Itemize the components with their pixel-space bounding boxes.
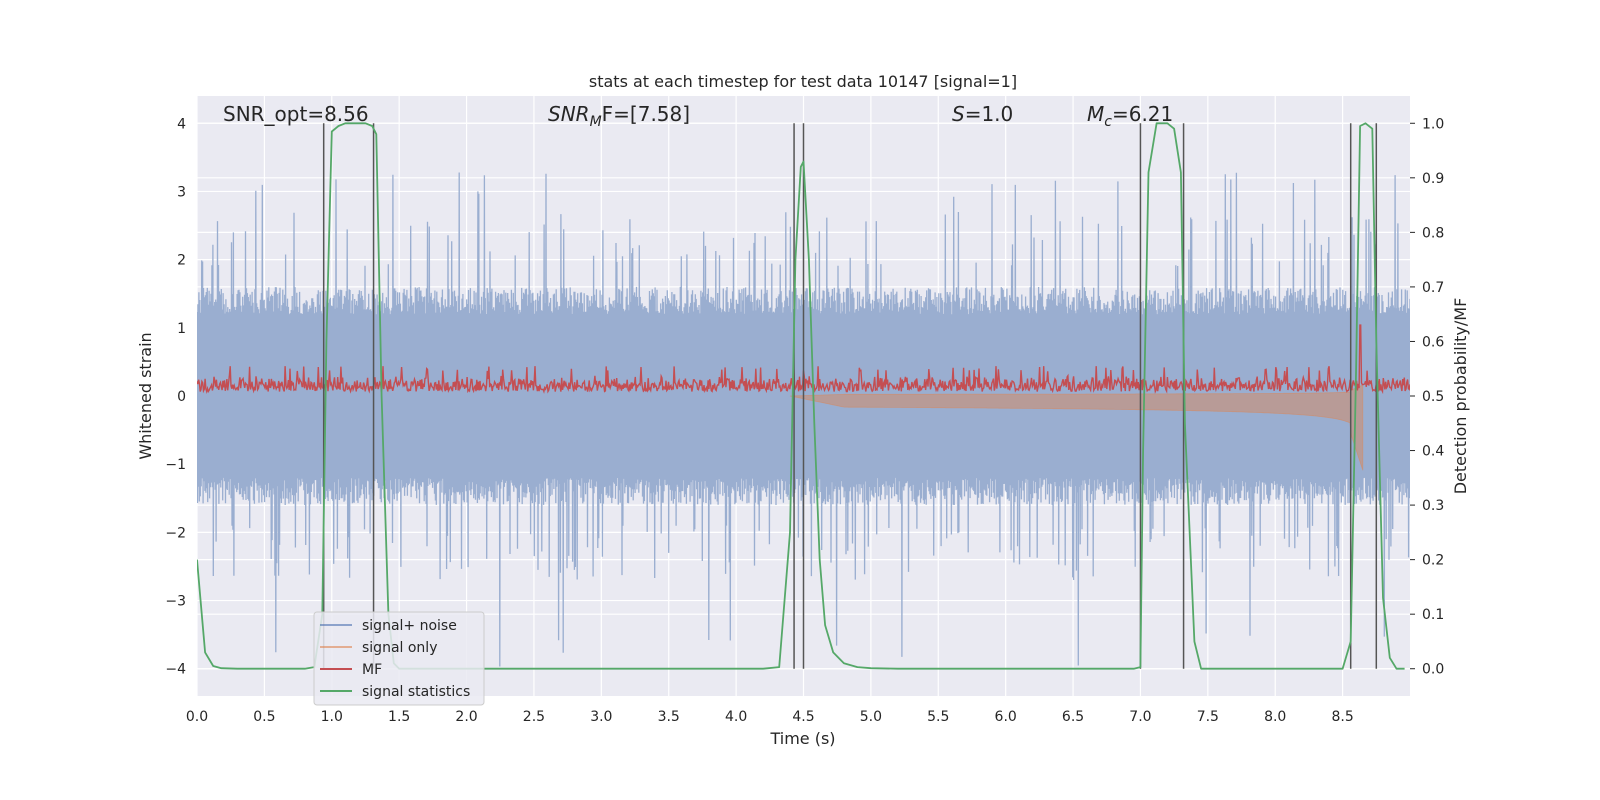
y2-tick-label: 0.8 bbox=[1422, 225, 1444, 241]
legend-label-signal: signal only bbox=[362, 640, 437, 656]
x-tick-label: 8.5 bbox=[1331, 709, 1353, 725]
y-tick-label: 1 bbox=[177, 321, 186, 337]
x-tick-label: 0.0 bbox=[186, 709, 208, 725]
y2-tick-label: 0.0 bbox=[1422, 662, 1444, 678]
vertical-markers bbox=[322, 123, 1378, 669]
series-signal-only bbox=[789, 384, 1364, 471]
y-tick-label: −4 bbox=[165, 662, 186, 678]
s-annotation: S=1.0 bbox=[952, 102, 1013, 126]
snr-mf-name: SNR bbox=[548, 102, 590, 126]
x-tick-label: 8.0 bbox=[1264, 709, 1286, 725]
legend: signal+ noise signal only MF signal stat… bbox=[313, 611, 485, 706]
y-tick-label: 3 bbox=[177, 184, 186, 200]
mc-name: M bbox=[1087, 102, 1104, 126]
y2-tick-label: 0.5 bbox=[1422, 389, 1444, 405]
y-tick-label: 0 bbox=[177, 389, 186, 405]
x-tick-label: 6.5 bbox=[1062, 709, 1084, 725]
x-axis-ticks: 0.0 0.5 1.0 1.5 2.0 2.5 3.0 3.5 4.0 4.5 5.0 5.5 6.0 6… bbox=[186, 709, 1354, 725]
chart-title: stats at each timestep for test data 101… bbox=[589, 72, 1017, 91]
y2-tick-label: 1.0 bbox=[1422, 116, 1444, 132]
x-tick-label: 7.5 bbox=[1197, 709, 1219, 725]
x-tick-label: 1.5 bbox=[388, 709, 410, 725]
y-axis-ticks: −4 −3 −2 −1 0 1 2 3 4 bbox=[165, 116, 186, 677]
s-value: =1.0 bbox=[965, 102, 1014, 126]
x-tick-label: 4.0 bbox=[725, 709, 747, 725]
x-tick-label: 6.0 bbox=[995, 709, 1017, 725]
y2-tick-label: 0.9 bbox=[1422, 171, 1444, 187]
y2-tick-label: 0.1 bbox=[1422, 607, 1444, 623]
legend-label-stats: signal statistics bbox=[362, 684, 470, 700]
series-signal-statistics bbox=[197, 122, 1405, 670]
mc-annotation: Mc=6.21 bbox=[1087, 102, 1173, 130]
mc-subscript: c bbox=[1104, 114, 1112, 130]
mc-value: =6.21 bbox=[1112, 102, 1173, 126]
y2-axis-ticks: 0.0 0.1 0.2 0.3 0.4 0.5 0.6 0.7 0.8 0.9 1.0 bbox=[1410, 116, 1444, 678]
x-tick-label: 5.5 bbox=[927, 709, 949, 725]
y2-tick-label: 0.4 bbox=[1422, 444, 1444, 460]
y-axis-label: Whitened strain bbox=[136, 332, 155, 459]
y2-axis-label: Detection probability/MF bbox=[1451, 298, 1470, 495]
x-tick-label: 0.5 bbox=[253, 709, 275, 725]
y2-tick-label: 0.6 bbox=[1422, 334, 1444, 350]
x-axis-label: Time (s) bbox=[769, 729, 835, 748]
snr-mf-value: F=[7.58] bbox=[602, 102, 690, 126]
y-tick-label: 2 bbox=[177, 253, 186, 269]
y-tick-label: −2 bbox=[165, 525, 186, 541]
x-tick-label: 2.0 bbox=[455, 709, 477, 725]
y2-tick-label: 0.7 bbox=[1422, 280, 1444, 296]
x-tick-label: 5.0 bbox=[860, 709, 882, 725]
x-tick-label: 3.0 bbox=[590, 709, 612, 725]
y2-tick-label: 0.3 bbox=[1422, 498, 1444, 514]
s-name: S bbox=[952, 102, 965, 126]
x-tick-label: 4.5 bbox=[792, 709, 814, 725]
x-tick-label: 7.0 bbox=[1129, 709, 1151, 725]
y2-tick-label: 0.2 bbox=[1422, 553, 1444, 569]
snr-opt-annotation: SNR_opt=8.56 bbox=[223, 102, 369, 126]
x-tick-label: 1.0 bbox=[321, 709, 343, 725]
legend-box bbox=[313, 611, 485, 706]
legend-label-noise: signal+ noise bbox=[362, 618, 457, 634]
legend-label-mf: MF bbox=[362, 662, 382, 678]
snr-mf-subscript: M bbox=[590, 114, 602, 130]
x-tick-label: 3.5 bbox=[658, 709, 680, 725]
x-tick-label: 2.5 bbox=[523, 709, 545, 725]
y-tick-label: −3 bbox=[165, 594, 186, 610]
snr-mf-annotation: SNRMF=[7.58] bbox=[548, 102, 690, 130]
y-tick-label: −1 bbox=[165, 457, 186, 473]
y-tick-label: 4 bbox=[177, 116, 186, 132]
